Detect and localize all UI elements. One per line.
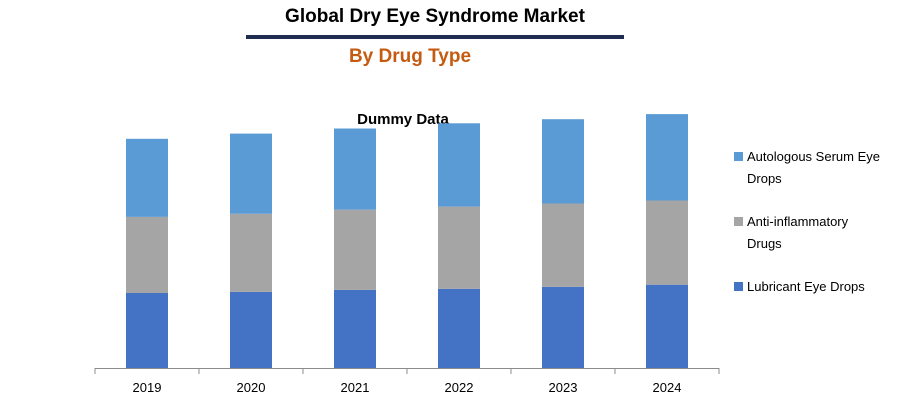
bar-2020-series-1 xyxy=(230,291,272,368)
bar-2023-series-3 xyxy=(542,119,584,204)
x-axis: 2019 2020 2021 2022 2023 2024 xyxy=(94,368,720,395)
legend-swatch-3 xyxy=(734,282,743,291)
bar-2021-series-3 xyxy=(334,128,376,210)
bars-group xyxy=(126,114,688,368)
legend-label-1: Autologous Serum Eye Drops xyxy=(747,149,880,186)
bar-2020-series-3 xyxy=(230,133,272,214)
x-tick-label-2024: 2024 xyxy=(653,380,682,395)
x-tick-label-2022: 2022 xyxy=(445,380,474,395)
legend-swatch-2 xyxy=(734,217,743,226)
bar-2021-series-1 xyxy=(334,289,376,368)
x-tick-label-2023: 2023 xyxy=(549,380,578,395)
bar-2022-series-3 xyxy=(438,123,480,207)
bar-2019-series-2 xyxy=(126,216,168,293)
chart-subtitle: By Drug Type xyxy=(348,46,472,67)
title-underline xyxy=(246,35,624,39)
bar-2024-series-2 xyxy=(646,200,688,285)
bar-2019-series-1 xyxy=(126,293,168,368)
x-tick-label-2019: 2019 xyxy=(133,380,162,395)
chart-main-title: Global Dry Eye Syndrome Market xyxy=(285,6,585,27)
bar-2022-series-2 xyxy=(438,206,480,289)
bar-2019-series-3 xyxy=(126,138,168,217)
legend-label-2: Anti-inflammatory Drugs xyxy=(747,214,849,251)
legend: Autologous Serum Eye Drops Anti-inflammato… xyxy=(734,149,880,294)
bar-2022-series-1 xyxy=(438,288,480,368)
x-tick-label-2021: 2021 xyxy=(341,380,370,395)
legend-swatch-1 xyxy=(734,152,743,161)
bar-2024-series-3 xyxy=(646,114,688,201)
plot-title: Dummy Data xyxy=(357,111,449,128)
bar-2021-series-2 xyxy=(334,209,376,290)
bar-2023-series-2 xyxy=(542,203,584,287)
legend-label-3: Lubricant Eye Drops xyxy=(747,279,865,294)
bar-2020-series-2 xyxy=(230,213,272,292)
x-tick-label-2020: 2020 xyxy=(237,380,266,395)
bar-2024-series-1 xyxy=(646,284,688,368)
bar-2023-series-1 xyxy=(542,286,584,368)
